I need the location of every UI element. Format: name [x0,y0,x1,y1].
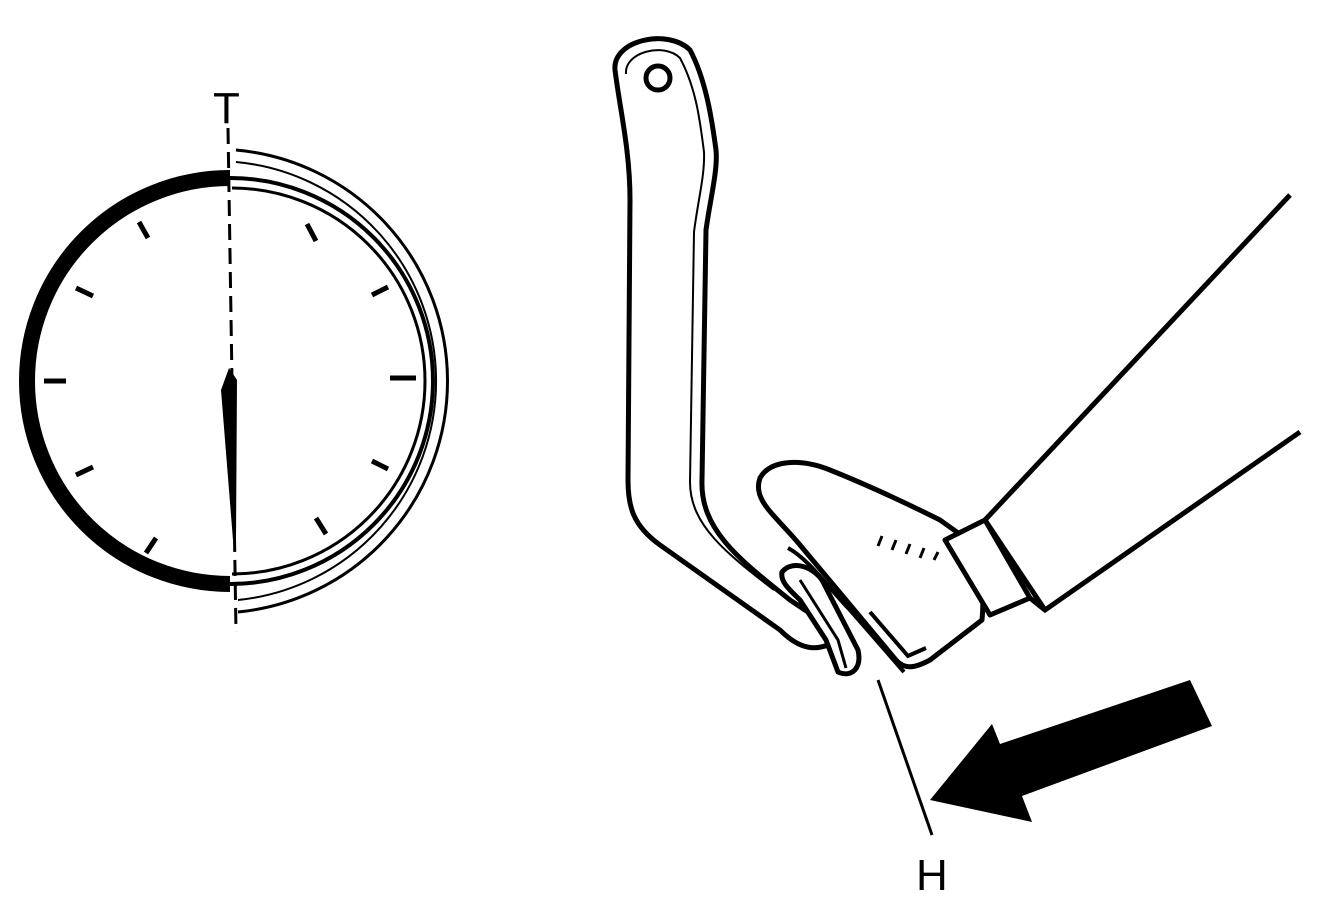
pedal-mark-label: H [916,851,948,900]
pedal-arm-inner [624,49,775,591]
travel-arc-inner [235,161,438,601]
shoe-laces [876,535,940,561]
dial-needle [221,368,237,540]
top-mark-label: T [213,84,240,133]
foot-and-leg [756,193,1302,674]
trouser-leg-top [983,193,1292,522]
shoe-heel [868,610,927,659]
pedal-arm [612,36,831,651]
dial-bezel-left [19,170,231,592]
shoe-sole [787,546,906,674]
travel-arc-outer [235,148,449,614]
press-direction-arrow [930,680,1212,822]
pedal-height-line [876,679,934,836]
dial-bezel-right-inner [231,186,427,576]
dial-ticks [44,220,416,555]
dial-gauge: T [19,84,449,633]
brake-pedal [612,36,862,677]
trouser-hem [982,518,1048,612]
trouser-leg-bottom [1028,429,1302,614]
pedal-pivot-hole [643,63,673,93]
pedal-pad-face [798,579,848,669]
